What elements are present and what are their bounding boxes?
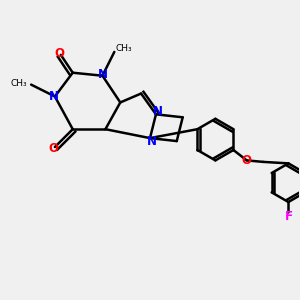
Text: N: N (48, 90, 59, 103)
Text: CH₃: CH₃ (116, 44, 132, 53)
Text: CH₃: CH₃ (10, 79, 27, 88)
Text: N: N (98, 68, 107, 81)
Text: O: O (54, 47, 64, 60)
Text: O: O (242, 154, 252, 167)
Text: F: F (284, 210, 292, 224)
Text: O: O (48, 142, 59, 155)
Text: N: N (146, 135, 157, 148)
Text: N: N (153, 105, 163, 118)
